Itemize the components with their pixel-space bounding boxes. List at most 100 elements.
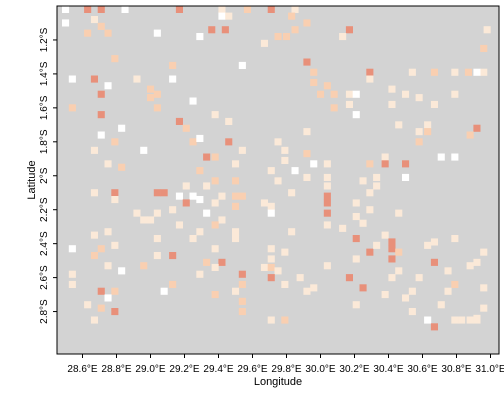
- heatmap-cell: [381, 231, 389, 239]
- heatmap-cell: [97, 131, 105, 139]
- heatmap-cell: [424, 316, 432, 324]
- x-tick-label: 29.0°E: [135, 364, 165, 375]
- heatmap-cell: [303, 150, 311, 158]
- x-axis: 28.6°E 28.8°E 29.0°E 29.2°E 29.4°E 29.6°E 29.8…: [67, 354, 504, 375]
- heatmap-cell: [203, 182, 211, 190]
- heatmap-cell: [169, 252, 177, 260]
- heatmap-cell: [430, 68, 438, 76]
- heatmap-cell: [395, 248, 403, 256]
- heatmap-cell: [288, 189, 296, 197]
- heatmap-cell: [238, 61, 246, 69]
- heatmap-cell: [408, 287, 416, 295]
- heatmap-cell: [218, 258, 226, 266]
- heatmap-cell: [90, 16, 98, 24]
- heatmap-cell: [303, 287, 311, 295]
- y-tick-label: 1.6°S: [39, 95, 50, 120]
- heatmap-cell: [402, 160, 410, 168]
- heatmap-cell: [118, 163, 126, 171]
- heatmap-cell: [473, 124, 481, 132]
- heatmap-cell: [90, 146, 98, 154]
- heatmap-cell: [232, 235, 240, 243]
- heatmap-cell: [323, 192, 331, 200]
- heatmap-cell: [359, 284, 367, 292]
- heatmap-cell: [388, 255, 396, 263]
- heatmap-cell: [408, 308, 416, 316]
- heatmap-cell: [90, 252, 98, 260]
- heatmap-cell: [395, 209, 403, 217]
- heatmap-cell: [352, 111, 360, 119]
- heatmap-cell: [480, 284, 488, 292]
- heatmap-cell: [366, 75, 374, 83]
- heatmap-cell: [352, 213, 360, 221]
- heatmap-cell: [480, 304, 488, 312]
- y-tick-label: 2.6°S: [39, 265, 50, 290]
- heatmap-cell: [415, 128, 423, 136]
- heatmap-cell: [430, 258, 438, 266]
- heatmap-cell: [133, 209, 141, 217]
- heatmap-cell: [317, 90, 325, 98]
- heatmap-cell: [330, 104, 338, 112]
- heatmap-cell: [267, 202, 275, 210]
- heatmap-cell: [283, 33, 291, 41]
- heatmap-cell: [323, 199, 331, 207]
- heatmap-cell: [104, 160, 112, 168]
- heatmap-cell: [352, 255, 360, 263]
- heatmap-cell: [225, 12, 233, 20]
- heatmap-cell: [232, 160, 240, 168]
- heatmap-cell: [480, 44, 488, 52]
- heatmap-cell: [424, 121, 432, 129]
- heatmap-cell: [415, 138, 423, 146]
- heatmap-cell: [281, 156, 289, 164]
- heatmap-cell: [90, 189, 98, 197]
- heatmap-cell: [388, 85, 396, 93]
- heatmap-cell: [196, 33, 204, 41]
- heatmap-cell: [388, 274, 396, 282]
- heatmap-cell: [323, 262, 331, 270]
- heatmap-cell: [424, 128, 432, 136]
- heatmap-cell: [97, 245, 105, 253]
- heatmap-cell: [352, 199, 360, 207]
- heatmap-cell: [111, 196, 119, 204]
- heatmap-cell: [458, 316, 466, 324]
- heatmap-cell: [408, 68, 416, 76]
- heatmap-cell: [464, 68, 472, 76]
- heatmap-cell: [221, 26, 229, 34]
- x-tick-label: 28.6°E: [67, 364, 97, 375]
- heatmap-cell: [153, 104, 161, 112]
- heatmap-cell: [267, 245, 275, 253]
- heatmap-cell: [274, 267, 282, 275]
- heatmap-cell: [238, 270, 246, 278]
- x-tick-label: 29.8°E: [271, 364, 301, 375]
- heatmap-cell: [118, 124, 126, 132]
- heatmap-cell: [451, 235, 459, 243]
- heatmap-cell: [196, 167, 204, 175]
- heatmap-cell: [211, 263, 219, 271]
- heatmap-cell: [352, 235, 360, 243]
- x-tick-label: 30.6°E: [407, 364, 437, 375]
- x-tick-label: 29.4°E: [203, 364, 233, 375]
- heatmap-cell: [175, 221, 183, 229]
- heatmap-cell: [330, 90, 338, 98]
- heatmap-cell: [288, 12, 296, 20]
- heatmap-cell: [232, 202, 240, 210]
- y-axis-title: Latitude: [26, 160, 38, 199]
- heatmap-cell: [415, 274, 423, 282]
- heatmap-cell: [153, 90, 161, 98]
- heatmap-cell: [196, 134, 204, 142]
- heatmap-cell: [147, 85, 155, 93]
- heatmap-cell: [218, 5, 226, 13]
- y-tick-label: 2.2°S: [39, 197, 50, 222]
- heatmap-cell: [473, 68, 481, 76]
- heatmap-cell: [466, 262, 474, 270]
- heatmap-cell: [97, 111, 105, 119]
- heatmap-cell: [267, 167, 275, 175]
- heatmap-cell: [218, 192, 226, 200]
- x-tick-label: 30.0°E: [305, 364, 335, 375]
- heatmap-cell: [402, 90, 410, 98]
- heatmap-cell: [62, 19, 70, 27]
- heatmap-cell: [303, 128, 311, 136]
- heatmap-cell: [225, 138, 233, 146]
- heatmap-cell: [366, 189, 374, 197]
- heatmap-cell: [323, 182, 331, 190]
- heatmap-cell: [169, 61, 177, 69]
